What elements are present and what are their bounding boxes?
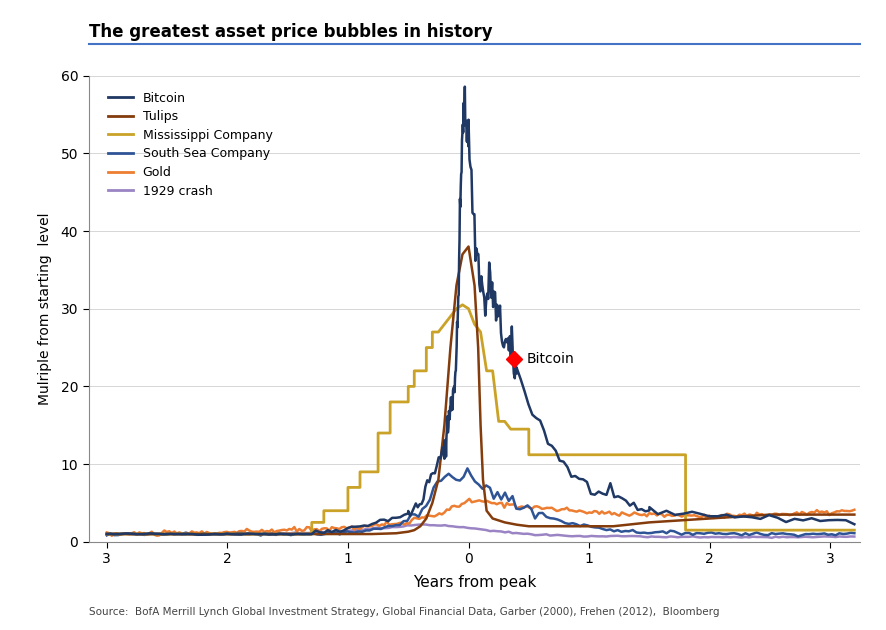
Text: Bitcoin: Bitcoin (525, 352, 573, 366)
Legend: Bitcoin, Tulips, Mississippi Company, South Sea Company, Gold, 1929 crash: Bitcoin, Tulips, Mississippi Company, So… (103, 86, 277, 203)
X-axis label: Years from peak: Years from peak (412, 575, 536, 590)
Y-axis label: Mulriple from starting  level: Mulriple from starting level (38, 212, 52, 405)
Text: The greatest asset price bubbles in history: The greatest asset price bubbles in hist… (89, 23, 492, 41)
Text: Source:  BofA Merrill Lynch Global Investment Strategy, Global Financial Data, G: Source: BofA Merrill Lynch Global Invest… (89, 607, 719, 617)
